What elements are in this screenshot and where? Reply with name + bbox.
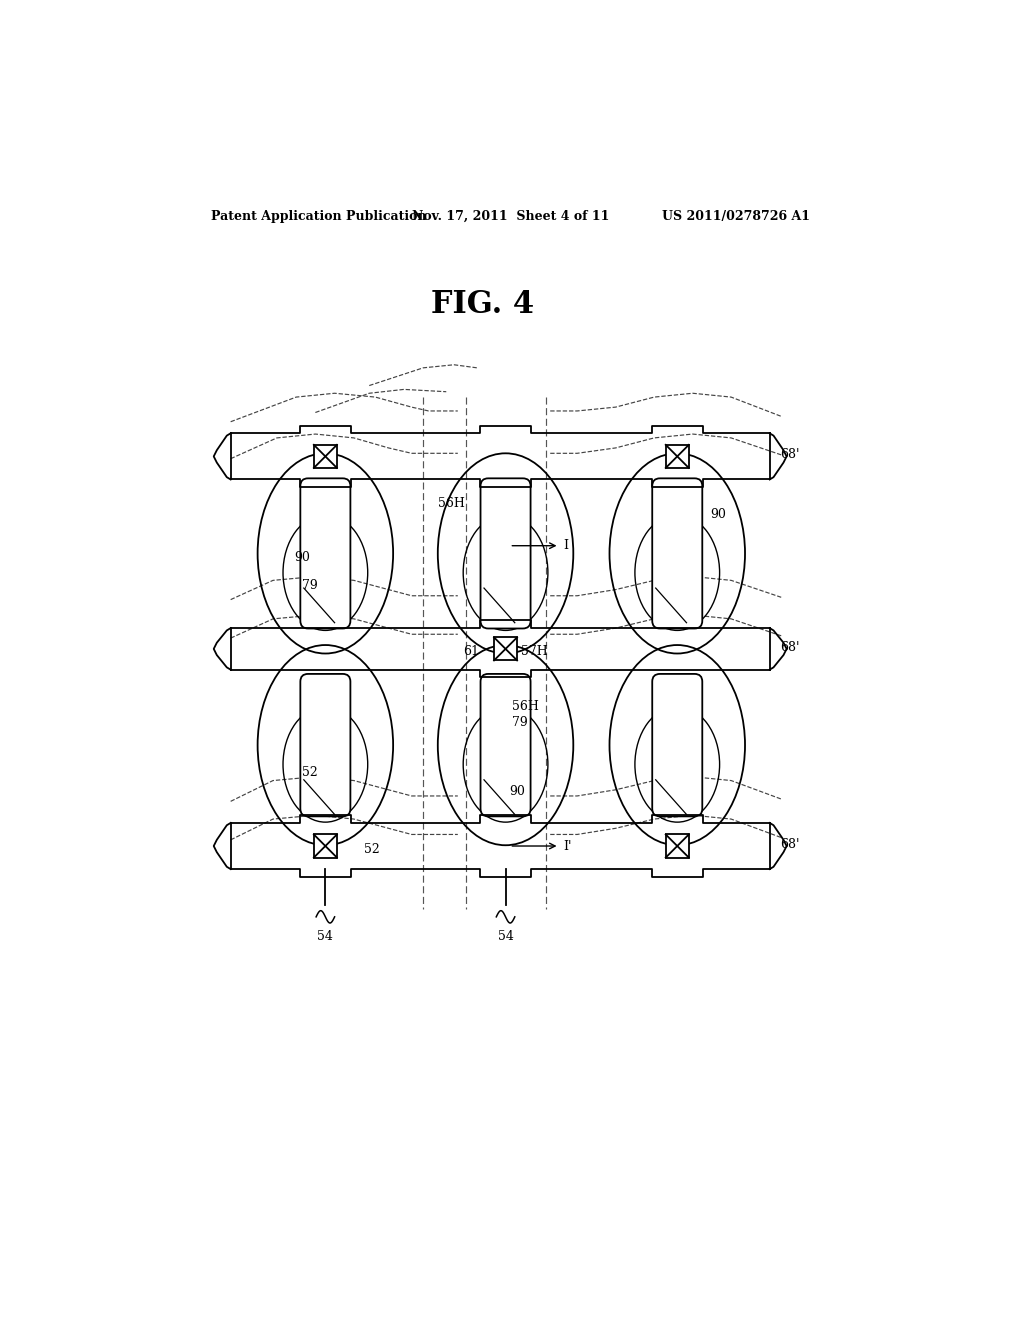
Text: I: I [563,539,568,552]
Text: 90: 90 [294,550,310,564]
Text: 54: 54 [317,929,333,942]
Bar [666,445,689,469]
Bar [494,638,517,660]
Text: Patent Application Publication: Patent Application Publication [211,210,427,223]
FancyBboxPatch shape [480,675,530,816]
Text: 68': 68' [779,838,799,851]
FancyBboxPatch shape [300,478,350,628]
Text: 52: 52 [302,766,317,779]
Text: I': I' [563,840,571,853]
Text: 61: 61 [463,644,479,657]
Text: 56H: 56H [438,496,465,510]
FancyBboxPatch shape [652,675,702,816]
FancyBboxPatch shape [652,478,702,628]
Bar [313,834,337,858]
Text: 68': 68' [779,640,799,653]
Text: 68': 68' [779,449,799,462]
Text: Nov. 17, 2011  Sheet 4 of 11: Nov. 17, 2011 Sheet 4 of 11 [412,210,609,223]
Text: 57H: 57H [521,644,548,657]
Text: 54: 54 [498,929,513,942]
Text: 90: 90 [711,508,726,521]
Bar [313,445,337,469]
Text: 90: 90 [509,785,525,797]
Text: 52: 52 [364,843,380,857]
Text: 79: 79 [512,715,527,729]
FancyBboxPatch shape [300,675,350,816]
Text: FIG. 4: FIG. 4 [431,289,534,321]
Text: 79: 79 [302,579,317,593]
FancyBboxPatch shape [480,478,530,628]
Text: 56H: 56H [512,700,539,713]
Bar [666,834,689,858]
Text: US 2011/0278726 A1: US 2011/0278726 A1 [662,210,810,223]
